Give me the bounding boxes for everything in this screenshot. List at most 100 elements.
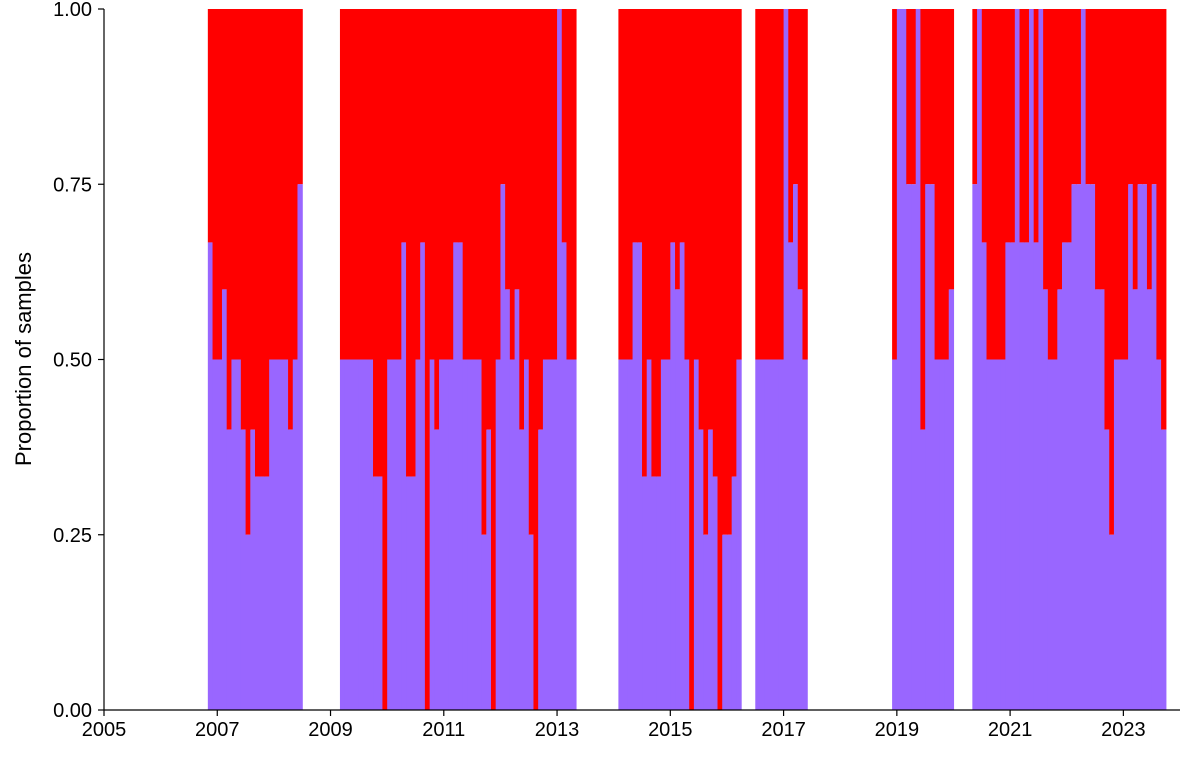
- bar-bottom-segment: [557, 9, 563, 710]
- bar-top-segment: [292, 9, 299, 360]
- bar-bottom-segment: [665, 359, 671, 710]
- bar-bottom-segment: [410, 476, 417, 710]
- bar-bottom-segment: [793, 184, 799, 710]
- bar-top-segment: [221, 9, 228, 290]
- bar-bottom-segment: [769, 359, 775, 710]
- bar-bottom-segment: [944, 359, 950, 710]
- bar-bottom-segment: [1080, 9, 1087, 710]
- bar-top-segment: [1000, 9, 1006, 360]
- bar-bottom-segment: [637, 242, 643, 710]
- bar-bottom-segment: [925, 184, 931, 710]
- bar-bottom-segment: [467, 359, 473, 710]
- y-tick-label: 0.75: [53, 174, 92, 196]
- bar-bottom-segment: [972, 184, 978, 710]
- bar-top-segment: [547, 9, 553, 360]
- bar-bottom-segment: [920, 429, 926, 710]
- bar-top-segment: [373, 9, 379, 477]
- bar-top-segment: [283, 9, 289, 360]
- bar-top-segment: [429, 9, 435, 360]
- bar-bottom-segment: [646, 359, 653, 710]
- bar-bottom-segment: [481, 534, 487, 710]
- bar-top-segment: [382, 9, 388, 710]
- x-tick-label: 2021: [988, 719, 1033, 741]
- bar-top-segment: [1010, 9, 1016, 243]
- y-axis-title: Proportion of samples: [11, 252, 36, 466]
- bar-top-segment: [684, 9, 690, 360]
- y-tick-label: 0.25: [53, 525, 92, 547]
- bar-bottom-segment: [1146, 289, 1153, 710]
- bar-top-segment: [731, 9, 737, 477]
- bar-top-segment: [443, 9, 450, 360]
- bar-top-segment: [689, 9, 695, 710]
- bar-bottom-segment: [547, 359, 553, 710]
- bar-top-segment: [462, 9, 468, 360]
- bar-bottom-segment: [495, 359, 501, 710]
- bar-top-segment: [1118, 9, 1124, 360]
- bar-top-segment: [778, 9, 785, 360]
- bar-bottom-segment: [991, 359, 997, 710]
- bar-bottom-segment: [788, 242, 794, 710]
- bar-top-segment: [505, 9, 511, 290]
- x-tick-label: 2023: [1101, 719, 1146, 741]
- bar-bottom-segment: [995, 359, 1002, 710]
- bar-bottom-segment: [288, 429, 294, 710]
- bar-bottom-segment: [1062, 242, 1068, 710]
- bar-bottom-segment: [1076, 184, 1082, 710]
- bar-bottom-segment: [1090, 184, 1096, 710]
- bar-top-segment: [1095, 9, 1101, 290]
- bar-bottom-segment: [283, 359, 289, 710]
- bar-bottom-segment: [642, 476, 648, 710]
- bar-bottom-segment: [264, 476, 270, 710]
- x-tick-label: 2015: [648, 719, 693, 741]
- bar-top-segment: [656, 9, 662, 477]
- bar-bottom-segment: [344, 359, 351, 710]
- bar-bottom-segment: [212, 359, 218, 710]
- bar-bottom-segment: [911, 184, 917, 710]
- bar-bottom-segment: [429, 359, 435, 710]
- bar-bottom-segment: [377, 476, 384, 710]
- bar-top-segment: [519, 9, 525, 430]
- bar-bottom-segment: [538, 429, 544, 710]
- bar-bottom-segment: [1123, 359, 1129, 710]
- bar-top-segment: [627, 9, 634, 360]
- bar-bottom-segment: [708, 429, 714, 710]
- bar-bottom-segment: [660, 359, 667, 710]
- bars-layer: [207, 9, 1167, 710]
- bar-bottom-segment: [472, 359, 478, 710]
- bar-top-segment: [524, 9, 530, 360]
- bar-top-segment: [651, 9, 657, 477]
- bar-bottom-segment: [915, 9, 922, 710]
- bar-bottom-segment: [1005, 242, 1011, 710]
- bar-top-segment: [726, 9, 733, 535]
- bar-bottom-segment: [1128, 184, 1134, 710]
- bar-bottom-segment: [981, 242, 988, 710]
- bar-top-segment: [1132, 9, 1139, 290]
- bar-top-segment: [297, 9, 303, 185]
- bar-top-segment: [892, 9, 898, 360]
- bar-top-segment: [911, 9, 917, 185]
- bar-bottom-segment: [1038, 9, 1044, 710]
- bar-bottom-segment: [1000, 359, 1006, 710]
- bar-top-segment: [368, 9, 374, 360]
- bar-top-segment: [1104, 9, 1110, 430]
- y-tick-label: 1.00: [53, 0, 92, 21]
- bar-bottom-segment: [1066, 242, 1073, 710]
- bar-bottom-segment: [679, 242, 686, 710]
- bar-top-segment: [1033, 9, 1039, 243]
- bar-top-segment: [1052, 9, 1058, 360]
- bar-bottom-segment: [1156, 359, 1162, 710]
- bar-top-segment: [769, 9, 775, 360]
- bar-top-segment: [759, 9, 766, 360]
- bar-bottom-segment: [1057, 289, 1063, 710]
- bar-bottom-segment: [221, 289, 228, 710]
- bar-top-segment: [637, 9, 643, 243]
- bar-bottom-segment: [1104, 429, 1110, 710]
- bar-top-segment: [472, 9, 478, 360]
- bar-top-segment: [420, 9, 426, 243]
- bar-bottom-segment: [722, 534, 728, 710]
- bar-top-segment: [632, 9, 638, 243]
- bar-bottom-segment: [726, 534, 733, 710]
- bar-bottom-segment: [698, 429, 704, 710]
